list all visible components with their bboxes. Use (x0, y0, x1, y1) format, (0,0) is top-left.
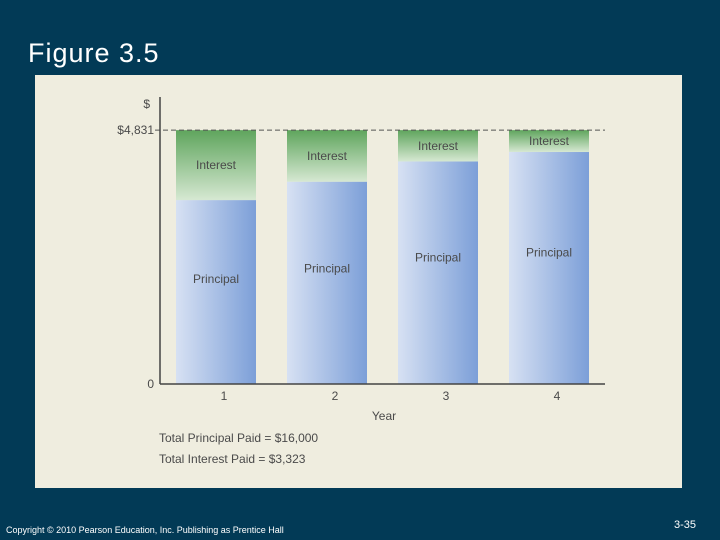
x-tick-label-1: 1 (221, 389, 228, 403)
bar-interest-2 (287, 130, 367, 182)
x-tick-label-2: 2 (332, 389, 339, 403)
figure-panel: Principal Interest 1 Principal Interest 2 Prin… (35, 75, 682, 488)
annotation-1: Total Principal Paid = $16,000 (159, 431, 318, 445)
bar-label-interest-2: Interest (307, 149, 348, 163)
stacked-bar-chart: Principal Interest 1 Principal Interest 2 Prin… (117, 97, 605, 466)
bar-label-interest-1: Interest (196, 158, 237, 172)
bar-principal-1 (176, 200, 256, 384)
y-tick-label-0: 0 (147, 377, 154, 391)
copyright-text: Copyright © 2010 Pearson Education, Inc.… (6, 525, 284, 535)
slide-title: Figure 3.5 (28, 38, 160, 68)
bar-label-principal-1: Principal (193, 272, 239, 286)
bar-interest-1 (176, 130, 256, 201)
x-tick-label-3: 3 (443, 389, 450, 403)
bar-interest-3 (398, 130, 478, 162)
bar-principal-4 (509, 152, 589, 384)
bar-principal-3 (398, 161, 478, 384)
bar-label-interest-4: Interest (529, 134, 570, 148)
bar-principal-2 (287, 181, 367, 384)
y-axis-title: $ (143, 97, 150, 111)
y-tick-label-1: $4,831 (117, 123, 154, 137)
bar-label-principal-2: Principal (304, 262, 350, 276)
bar-interest-4 (509, 130, 589, 153)
x-axis-title: Year (372, 409, 396, 423)
bar-label-principal-3: Principal (415, 251, 461, 265)
bar-label-principal-4: Principal (526, 245, 572, 259)
page-number: 3-35 (673, 519, 696, 531)
x-tick-label-4: 4 (554, 389, 561, 403)
bar-label-interest-3: Interest (418, 139, 459, 153)
annotation-2: Total Interest Paid = $3,323 (159, 452, 306, 466)
